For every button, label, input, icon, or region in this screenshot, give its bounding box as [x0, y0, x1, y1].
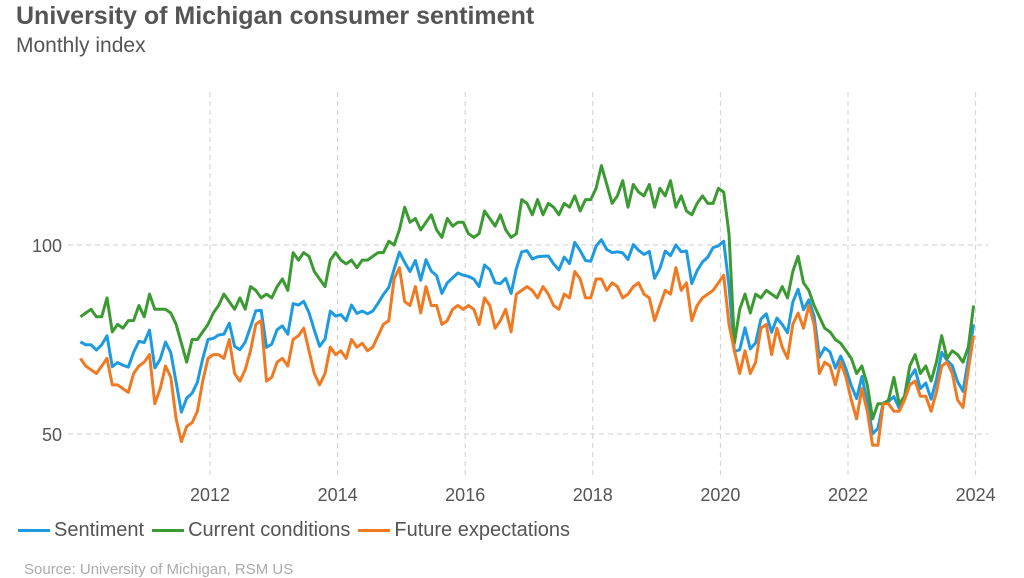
x-tick-label: 2012 — [190, 485, 230, 505]
series-line-current-conditions — [79, 164, 976, 421]
legend-label-current: Current conditions — [188, 519, 351, 541]
x-tick-label: 2014 — [318, 485, 358, 505]
source-note: Source: University of Michigan, RSM US — [24, 561, 294, 578]
x-tick-label: 2022 — [828, 485, 868, 505]
legend-swatch-sentiment — [18, 529, 50, 532]
y-tick-label: 50 — [42, 425, 62, 445]
series-line-sentiment — [79, 238, 976, 436]
y-tick-label: 100 — [32, 236, 62, 256]
series-line-future-expectations — [79, 266, 976, 447]
chart-subtitle: Monthly index — [16, 34, 146, 57]
legend-swatch-expectations — [358, 529, 391, 532]
chart-title: University of Michigan consumer sentimen… — [16, 2, 535, 30]
legend-label-expectations: Future expectations — [394, 519, 571, 541]
x-tick-label: 2024 — [956, 485, 996, 505]
x-tick-label: 2016 — [445, 485, 485, 505]
legend-swatch-current — [152, 529, 185, 532]
x-tick-label: 2018 — [573, 485, 613, 505]
legend: Sentiment Current conditions Future expe… — [18, 519, 578, 542]
legend-label-sentiment: Sentiment — [54, 519, 145, 541]
x-tick-label: 2020 — [700, 485, 740, 505]
